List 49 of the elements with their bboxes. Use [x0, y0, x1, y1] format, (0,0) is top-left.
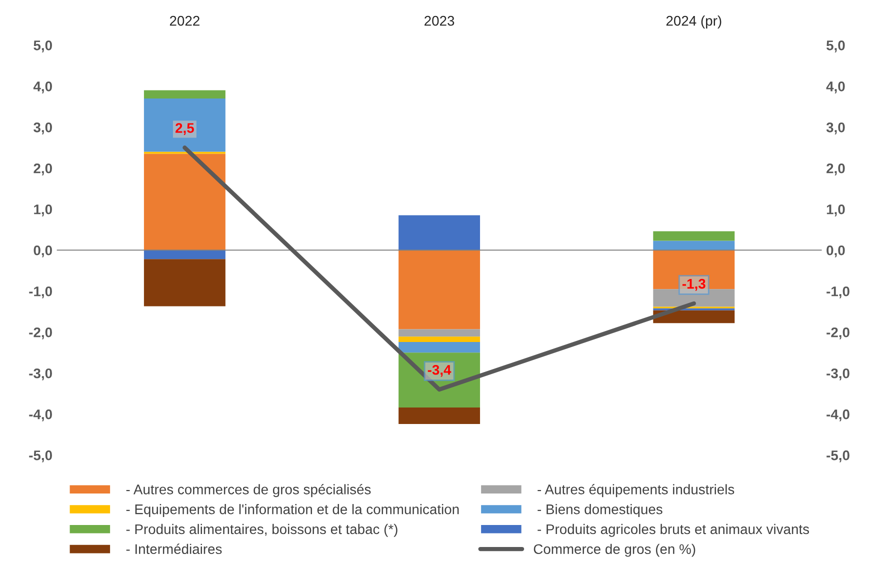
legend-label: - Produits alimentaires, boissons et tabac (*)	[126, 524, 398, 537]
bar	[144, 154, 226, 250]
bar	[398, 336, 480, 342]
y-tick-label: -3,0	[29, 368, 52, 380]
bar	[144, 259, 226, 306]
bar	[398, 329, 480, 337]
y-tick-label: -5,0	[29, 450, 52, 462]
y2-tick-label: 2,0	[826, 163, 845, 176]
y-tick-label: 4,0	[33, 81, 52, 94]
y2-tick-label: -1,0	[826, 286, 850, 298]
bar	[144, 90, 226, 98]
bar	[398, 215, 480, 250]
bar	[653, 240, 735, 250]
data-label: -3,4	[428, 364, 452, 377]
y2-tick-label: -4,0	[826, 409, 850, 422]
bar	[398, 250, 480, 330]
bar	[653, 231, 735, 241]
legend-label: - Equipements de l'information et de la communication	[126, 504, 459, 517]
y-tick-label: -4,0	[29, 409, 52, 422]
data-label: -1,3	[682, 278, 706, 291]
y2-tick-label: 3,0	[826, 122, 845, 134]
legend-label: - Autres équipements industriels	[538, 484, 734, 498]
legend-label: - Autres commerces de gros spécialisés	[126, 484, 371, 498]
y-tick-label: 3,0	[34, 122, 52, 134]
y-tick-label: 2,0	[34, 163, 52, 176]
data-label: 2,5	[176, 123, 194, 135]
legend-label: Commerce de gros (en %)	[534, 544, 696, 557]
y2-tick-label: 0,0	[826, 245, 845, 258]
bar	[144, 250, 226, 260]
y-tick-label: 1,0	[34, 204, 52, 216]
y2-tick-label: -2,0	[826, 327, 850, 340]
legend-label: - Intermédiaires	[126, 544, 222, 554]
y-tick-label: 5,0	[34, 40, 52, 52]
bar	[653, 310, 735, 324]
legend-label: - Biens domestiques	[538, 504, 662, 517]
y2-tick-label: -5,0	[826, 450, 850, 462]
bar	[398, 342, 480, 353]
x-tick-label: 2023	[424, 16, 454, 26]
y-tick-label: -2,0	[29, 327, 52, 340]
x-tick-label: 2024 (pr)	[666, 16, 722, 28]
y2-tick-label: 1,0	[826, 204, 845, 216]
y2-tick-label: 4,0	[826, 81, 845, 94]
y-tick-label: -1,0	[29, 286, 52, 298]
legend-label: - Produits agricoles bruts et animaux vivants	[538, 524, 810, 537]
bar	[398, 408, 480, 424]
y2-tick-label: 5,0	[826, 40, 845, 52]
x-tick-label: 2022	[170, 16, 200, 26]
y2-tick-label: -3,0	[826, 368, 850, 380]
y-tick-label: 0,0	[34, 245, 52, 258]
